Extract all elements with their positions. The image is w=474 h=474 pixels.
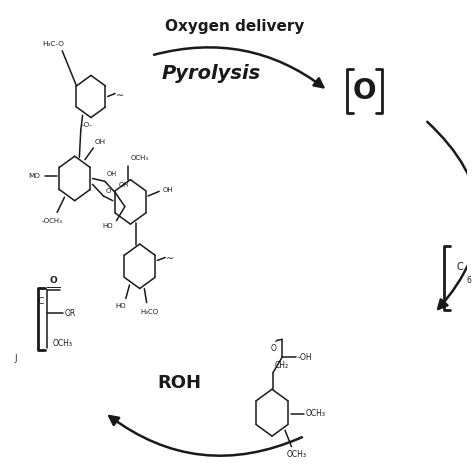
Text: J: J xyxy=(15,354,17,363)
FancyArrowPatch shape xyxy=(109,416,302,456)
Text: O: O xyxy=(50,276,58,285)
Text: Oxygen delivery: Oxygen delivery xyxy=(165,18,305,34)
Text: H₃CO: H₃CO xyxy=(140,309,158,315)
Text: OCH₃: OCH₃ xyxy=(305,409,325,418)
Text: OH: OH xyxy=(95,139,106,145)
Text: -OCH₃: -OCH₃ xyxy=(42,218,63,224)
Text: O: O xyxy=(105,188,111,194)
Text: MO: MO xyxy=(28,173,40,179)
Text: O: O xyxy=(271,344,276,353)
FancyArrowPatch shape xyxy=(154,47,323,87)
Text: C: C xyxy=(456,263,464,273)
Text: $\sim$: $\sim$ xyxy=(114,88,125,98)
Text: OH: OH xyxy=(162,187,173,193)
Text: O: O xyxy=(353,77,376,105)
Text: CH₂: CH₂ xyxy=(274,361,288,370)
Text: OCH₃: OCH₃ xyxy=(131,155,149,161)
Text: OCH₃: OCH₃ xyxy=(286,450,306,459)
Text: ROH: ROH xyxy=(157,374,201,392)
Text: Pyrolysis: Pyrolysis xyxy=(162,64,261,82)
Text: HO: HO xyxy=(103,223,113,229)
Text: $\sim$: $\sim$ xyxy=(164,251,175,261)
Text: 6: 6 xyxy=(467,276,472,285)
Text: OCH₃: OCH₃ xyxy=(53,339,73,348)
Text: OH: OH xyxy=(118,182,128,189)
Text: C: C xyxy=(38,297,44,306)
Text: -OH: -OH xyxy=(297,353,312,362)
Text: H₃C-O: H₃C-O xyxy=(42,41,64,47)
Text: OR: OR xyxy=(64,309,76,318)
Text: OH: OH xyxy=(107,171,117,177)
Text: HO: HO xyxy=(115,303,126,309)
FancyArrowPatch shape xyxy=(427,122,474,309)
Text: -O-: -O- xyxy=(82,121,93,128)
